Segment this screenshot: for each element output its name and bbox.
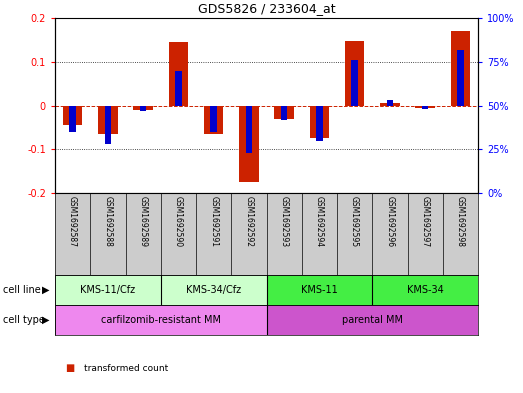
- Text: GSM1692591: GSM1692591: [209, 196, 218, 247]
- Bar: [204, 105, 223, 134]
- Bar: [380, 103, 400, 105]
- Text: GSM1692598: GSM1692598: [456, 196, 465, 247]
- Text: GSM1692588: GSM1692588: [104, 196, 112, 247]
- Text: ▶: ▶: [42, 315, 50, 325]
- Text: ■: ■: [65, 364, 75, 373]
- Bar: [140, 105, 146, 111]
- Bar: [351, 60, 358, 105]
- Bar: [457, 50, 463, 105]
- Bar: [422, 105, 428, 109]
- Bar: [310, 105, 329, 138]
- Text: GSM1692589: GSM1692589: [139, 196, 147, 247]
- Text: ▶: ▶: [42, 285, 50, 295]
- Bar: [55, 305, 267, 335]
- Bar: [70, 105, 76, 132]
- Text: GSM1692587: GSM1692587: [68, 196, 77, 247]
- Bar: [133, 105, 153, 110]
- Text: GSM1692592: GSM1692592: [244, 196, 253, 247]
- Text: GSM1692596: GSM1692596: [385, 196, 394, 248]
- Bar: [175, 70, 181, 105]
- Title: GDS5826 / 233604_at: GDS5826 / 233604_at: [198, 2, 335, 15]
- Bar: [210, 105, 217, 132]
- Bar: [105, 105, 111, 144]
- Text: transformed count: transformed count: [84, 364, 168, 373]
- Bar: [267, 305, 478, 335]
- Bar: [275, 105, 294, 119]
- Text: GSM1692590: GSM1692590: [174, 196, 183, 248]
- Text: KMS-34: KMS-34: [407, 285, 444, 295]
- Bar: [161, 275, 267, 305]
- Bar: [55, 275, 161, 305]
- Text: GSM1692595: GSM1692595: [350, 196, 359, 248]
- Text: cell type: cell type: [3, 315, 44, 325]
- Text: cell line: cell line: [3, 285, 40, 295]
- Text: GSM1692593: GSM1692593: [280, 196, 289, 248]
- Text: KMS-11/Cfz: KMS-11/Cfz: [81, 285, 135, 295]
- Bar: [246, 105, 252, 153]
- Bar: [63, 105, 82, 125]
- Bar: [239, 105, 258, 182]
- Bar: [98, 105, 118, 134]
- Bar: [267, 275, 372, 305]
- Text: carfilzomib-resistant MM: carfilzomib-resistant MM: [101, 315, 221, 325]
- Bar: [372, 275, 478, 305]
- Text: GSM1692597: GSM1692597: [420, 196, 429, 248]
- Bar: [451, 31, 470, 105]
- Bar: [345, 41, 365, 105]
- Text: parental MM: parental MM: [342, 315, 403, 325]
- Bar: [316, 105, 323, 141]
- Bar: [281, 105, 287, 119]
- Bar: [169, 42, 188, 105]
- Text: GSM1692594: GSM1692594: [315, 196, 324, 248]
- Text: KMS-34/Cfz: KMS-34/Cfz: [186, 285, 241, 295]
- Text: KMS-11: KMS-11: [301, 285, 338, 295]
- Bar: [415, 105, 435, 108]
- Bar: [386, 100, 393, 105]
